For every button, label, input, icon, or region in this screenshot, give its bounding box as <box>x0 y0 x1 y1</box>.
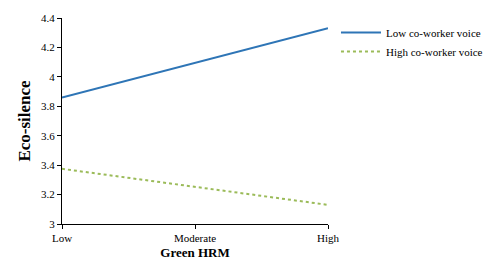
svg-text:3: 3 <box>49 218 55 230</box>
svg-text:High: High <box>317 232 340 244</box>
svg-text:4.2: 4.2 <box>41 41 55 53</box>
svg-text:Eco-silence: Eco-silence <box>15 80 34 162</box>
svg-text:Low: Low <box>52 232 72 244</box>
svg-text:3.8: 3.8 <box>41 100 55 112</box>
svg-text:3.6: 3.6 <box>41 130 55 142</box>
svg-text:Low co-worker voice: Low co-worker voice <box>386 27 481 39</box>
svg-text:3.4: 3.4 <box>41 159 55 171</box>
svg-text:High co-worker voice: High co-worker voice <box>386 46 483 58</box>
svg-text:4.4: 4.4 <box>41 12 55 24</box>
svg-text:3.2: 3.2 <box>41 188 55 200</box>
svg-text:Moderate: Moderate <box>174 232 216 244</box>
svg-text:4: 4 <box>49 71 55 83</box>
svg-text:Green HRM: Green HRM <box>160 245 229 260</box>
